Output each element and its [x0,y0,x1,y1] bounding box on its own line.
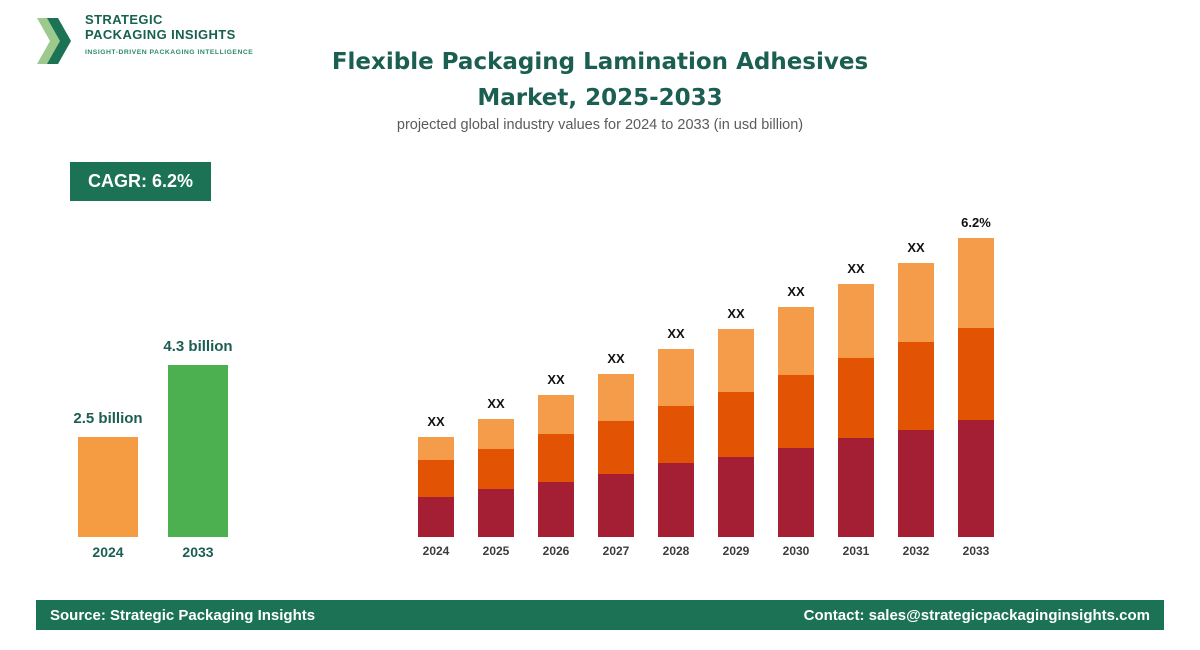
bar-segment-bottom-segment [898,430,934,537]
bar-segment-top-segment [418,437,454,460]
bar-segment-middle-segment [958,328,994,420]
bar-segment-top-segment [718,329,754,392]
stacked-bar: XX [538,205,574,537]
bar-segment-middle-segment [658,406,694,463]
bar-segment-bottom-segment [838,438,874,537]
brand-name-line2: PACKAGING INSIGHTS [85,27,236,42]
stacked-bar: XX [598,205,634,537]
stacked-bar-column: XX 2024 [418,205,454,558]
bar-value-label: XX [787,284,805,299]
stacked-bar: XX [718,205,754,537]
stacked-bar: XX [778,205,814,537]
footer-contact-text: Contact: sales@strategicpackaginginsight… [803,606,1150,624]
bar-segment-middle-segment [898,342,934,430]
brand-text: STRATEGIC PACKAGING INSIGHTS INSIGHT-DRI… [85,12,253,56]
brand-name-line1: STRATEGIC [85,12,163,27]
summary-bar-column: 4.3 billion 2033 [163,327,233,560]
bar-value-label: XX [607,351,625,366]
bar-segment-middle-segment [718,392,754,457]
x-axis-label: 2026 [542,544,570,558]
bar-segment-top-segment [598,374,634,421]
bar-segment-bottom-segment [478,489,514,537]
bar-value-label: 6.2% [961,215,991,230]
stacked-bar: XX [898,205,934,537]
bar-segment-bottom-segment [418,497,454,537]
x-axis-label: 2030 [782,544,810,558]
bar-segment-bottom-segment [718,457,754,537]
bar-segment-top-segment [838,284,874,358]
footer-bar: Source: Strategic Packaging Insights Con… [36,600,1164,630]
x-axis-label: 2027 [602,544,630,558]
summary-bar-rect [78,437,138,537]
chevron-logo-icon [37,18,71,64]
stacked-bar-column: XX 2028 [658,205,694,558]
bar-segment-middle-segment [778,375,814,448]
stacked-bar-column: XX 2027 [598,205,634,558]
bar-segment-top-segment [538,395,574,434]
summary-chart-columns: 2.5 billion 2024 4.3 billion 2033 [73,327,233,560]
bar-value-label: XX [667,326,685,341]
x-axis-label: 2028 [662,544,690,558]
summary-bar: 2.5 billion [73,327,143,537]
stacked-bar: XX [418,205,454,537]
summary-x-axis-label: 2024 [92,544,124,560]
bar-segment-top-segment [898,263,934,342]
x-axis-label: 2031 [842,544,870,558]
stacked-bar-column: XX 2030 [778,205,814,558]
x-axis-label: 2025 [482,544,510,558]
summary-bar: 4.3 billion [163,327,233,537]
page-title: Flexible Packaging Lamination Adhesives … [0,44,1200,116]
stacked-bar-column: XX 2032 [898,205,934,558]
bar-segment-top-segment [478,419,514,449]
bar-value-label: XX [847,261,865,276]
brand-tagline: INSIGHT-DRIVEN PACKAGING INTELLIGENCE [85,49,254,56]
x-axis-label: 2032 [902,544,930,558]
stacked-bar: XX [478,205,514,537]
page-subtitle: projected global industry values for 202… [396,117,804,133]
bar-segment-middle-segment [478,449,514,489]
stacked-bar-column: XX 2031 [838,205,874,558]
bar-segment-bottom-segment [538,482,574,537]
bar-value-label: XX [427,414,445,429]
stacked-bar: XX [838,205,874,537]
bar-segment-middle-segment [598,421,634,474]
summary-chart: 2.5 billion 2024 4.3 billion 2033 [73,327,233,560]
bar-segment-bottom-segment [658,463,694,537]
summary-bar-rect [168,365,228,537]
cagr-badge: CAGR: 6.2% [70,162,212,201]
bar-segment-middle-segment [838,358,874,438]
bar-segment-bottom-segment [958,420,994,537]
footer-source-text: Source: Strategic Packaging Insights [50,606,316,624]
bar-segment-bottom-segment [778,448,814,537]
bar-segment-top-segment [778,307,814,375]
stacked-bar: 6.2% [958,205,994,537]
x-axis-label: 2033 [962,544,990,558]
summary-value-label: 4.3 billion [163,338,233,355]
bar-value-label: XX [727,306,745,321]
bar-value-label: XX [487,396,505,411]
summary-value-label: 2.5 billion [73,410,143,427]
bar-segment-top-segment [658,349,694,406]
stacked-chart: XX 2024 XX 2025 XX 2026 XX 2027 XX 2028 XX 2029 XX 20… [418,205,994,558]
stacked-bar-column: 6.2% 2033 [958,205,994,558]
bar-value-label: XX [907,240,925,255]
x-axis-label: 2024 [422,544,450,558]
summary-bar-column: 2.5 billion 2024 [73,327,143,560]
bar-value-label: XX [547,372,565,387]
stacked-chart-columns: XX 2024 XX 2025 XX 2026 XX 2027 XX 2028 XX 2029 XX 20… [418,205,994,558]
x-axis-label: 2029 [722,544,750,558]
stacked-bar-column: XX 2026 [538,205,574,558]
page-title-line2: Market, 2025-2033 [477,85,723,111]
bar-segment-middle-segment [538,434,574,482]
brand-logo: STRATEGIC PACKAGING INSIGHTS INSIGHT-DRI… [36,12,253,70]
stacked-bar-column: XX 2025 [478,205,514,558]
bar-segment-top-segment [958,238,994,328]
bar-segment-middle-segment [418,460,454,497]
summary-x-axis-label: 2033 [182,544,214,560]
page-title-line1: Flexible Packaging Lamination Adhesives [331,49,869,75]
stacked-bar: XX [658,205,694,537]
stacked-bar-column: XX 2029 [718,205,754,558]
bar-segment-bottom-segment [598,474,634,537]
